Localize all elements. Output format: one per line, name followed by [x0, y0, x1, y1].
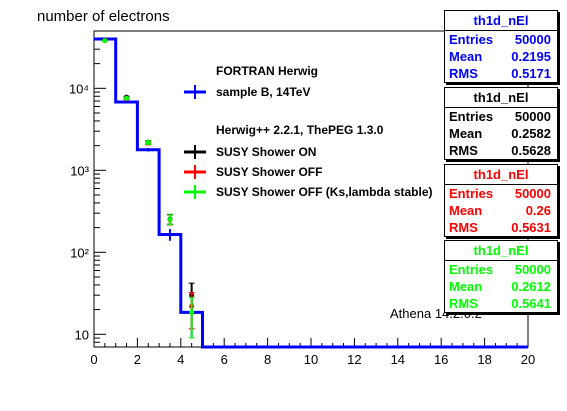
stat-box-title: th1d_nEl [445, 165, 557, 185]
stat-box-red: th1d_nEl Entries 50000 Mean 0.26 RMS 0.5631 [444, 164, 558, 237]
x-tick-label: 20 [521, 352, 535, 367]
stat-value-rms: 0.5628 [511, 143, 551, 158]
legend-entry-shower-off-stable: SUSY Shower OFF (Ks,lambda stable) [216, 185, 433, 199]
y-tick-label: 10² [70, 245, 89, 260]
x-tick-label: 8 [264, 352, 271, 367]
stat-value-rms: 0.5631 [511, 220, 551, 235]
x-tick-label: 14 [391, 352, 405, 367]
stat-value-mean: 0.2582 [511, 126, 551, 141]
stat-label-rms: RMS [449, 296, 478, 311]
y-axis: 10 10² 10³ 10⁴ [69, 30, 106, 348]
stat-box-black: th1d_nEl Entries 50000 Mean 0.2582 RMS 0.56… [444, 87, 558, 160]
legend-group1-header: FORTRAN Herwig [216, 64, 318, 78]
stat-value-entries: 50000 [514, 32, 551, 47]
y-tick-label: 10 [75, 327, 89, 342]
x-axis: 0 2 4 6 8 10 12 14 16 18 20 [90, 338, 535, 367]
data-point [167, 216, 173, 222]
legend-marker-blue [184, 85, 206, 99]
stat-label-rms: RMS [449, 66, 478, 81]
stat-box-green: th1d_nEl Entries 50000 Mean 0.2612 RMS 0.56… [444, 240, 558, 313]
x-tick-label: 12 [347, 352, 361, 367]
x-tick-label: 4 [177, 352, 184, 367]
legend-marker-green [184, 185, 206, 199]
chart-title: number of electrons [37, 8, 170, 25]
stat-label-mean: Mean [449, 49, 483, 64]
stat-value-rms: 0.5171 [511, 66, 551, 81]
y-tick-label: 10³ [70, 163, 89, 178]
stat-label-rms: RMS [449, 143, 478, 158]
legend-group2-header: Herwig++ 2.2.1, ThePEG 1.3.0 [216, 123, 384, 137]
stat-label-entries: Entries [449, 32, 494, 47]
stat-box-title: th1d_nEl [445, 88, 557, 108]
stat-value-mean: 0.2195 [511, 49, 551, 64]
x-tick-label: 2 [134, 352, 141, 367]
data-point [145, 140, 151, 146]
y-tick-label: 10⁴ [69, 81, 89, 96]
stat-label-mean: Mean [449, 126, 483, 141]
x-tick-label: 0 [90, 352, 97, 367]
legend-entry-shower-on: SUSY Shower ON [216, 145, 316, 159]
stat-value-rms: 0.5641 [511, 296, 551, 311]
legend: FORTRAN Herwig sample B, 14TeV Herwig++ … [184, 64, 433, 199]
data-point [102, 38, 108, 44]
series-layer [94, 37, 528, 349]
legend-entry-shower-off: SUSY Shower OFF [216, 165, 322, 179]
stat-value-mean: 0.2612 [511, 279, 551, 294]
stat-label-rms: RMS [449, 220, 478, 235]
legend-marker-red [184, 165, 206, 179]
stat-box-title: th1d_nEl [445, 241, 557, 261]
stat-label-entries: Entries [449, 186, 494, 201]
data-point [189, 309, 195, 315]
legend-marker-black [184, 145, 206, 159]
data-point [124, 95, 130, 101]
x-tick-label: 18 [477, 352, 491, 367]
x-tick-label: 10 [304, 352, 318, 367]
stat-value-mean: 0.26 [525, 203, 551, 218]
stat-value-entries: 50000 [514, 186, 551, 201]
stat-label-mean: Mean [449, 203, 483, 218]
stat-label-mean: Mean [449, 279, 483, 294]
stat-label-entries: Entries [449, 109, 494, 124]
x-tick-label: 6 [221, 352, 228, 367]
stat-value-entries: 50000 [514, 109, 551, 124]
stat-box-title: th1d_nEl [445, 11, 557, 31]
legend-entry-sample-b: sample B, 14TeV [216, 85, 311, 99]
stat-box-blue: th1d_nEl Entries 50000 Mean 0.2195 RMS 0.51… [444, 10, 558, 83]
stat-value-entries: 50000 [514, 262, 551, 277]
stat-label-entries: Entries [449, 262, 494, 277]
x-tick-label: 16 [434, 352, 448, 367]
histogram-step-line [94, 37, 528, 349]
